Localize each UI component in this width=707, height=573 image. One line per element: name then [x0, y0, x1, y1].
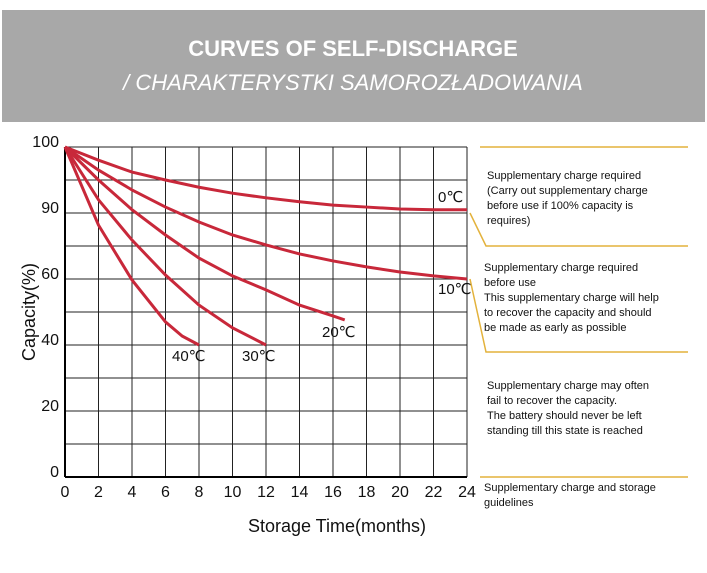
x-tick-label: 20 [391, 484, 409, 501]
curve [64, 145, 467, 212]
x-tick-label: 14 [291, 484, 309, 501]
annotation-line: be made as early as possible [484, 322, 626, 334]
x-tick-label: 16 [324, 484, 342, 501]
annotation-line: standing till this state is reached [487, 425, 643, 437]
curve-label: 30℃ [242, 348, 276, 365]
x-tick-label: 18 [358, 484, 376, 501]
y-tick-label: 20 [41, 398, 59, 415]
chart-subtitle: / CHARAKTERYSTKI SAMOROZŁADOWANIA [121, 70, 583, 95]
annotation-line: Supplementary charge and storage [484, 482, 656, 494]
annotation-line: to recover the capacity and should [484, 307, 652, 319]
y-axis-label: Capacity(%) [19, 263, 39, 361]
annotation-line: before use [484, 277, 536, 289]
annotation-line: Supplementary charge required [484, 262, 638, 274]
x-tick-label: 24 [458, 484, 476, 501]
annotation-line: This supplementary charge will help [484, 292, 659, 304]
curve [63, 146, 267, 347]
curve-label: 40℃ [172, 348, 206, 365]
annotation-line: The battery should never be left [487, 410, 642, 422]
x-tick-label: 4 [128, 484, 137, 501]
x-tick-label: 22 [425, 484, 443, 501]
y-tick-label: 0 [50, 464, 59, 481]
x-tick-label: 10 [224, 484, 242, 501]
x-tick-label: 2 [94, 484, 103, 501]
bracket [469, 278, 688, 353]
x-axis-label: Storage Time(months) [248, 516, 426, 536]
annotation-line: Supplementary charge may often [487, 380, 649, 392]
curve [63, 145, 346, 322]
x-tick-label: 6 [161, 484, 170, 501]
curve-label: 10℃ [438, 281, 472, 298]
y-tick-label: 60 [41, 266, 59, 283]
chart-title: CURVES OF SELF-DISCHARGE [188, 36, 518, 61]
annotation-line: (Carry out supplementary charge [487, 185, 648, 197]
brackets [469, 146, 688, 478]
header-band [2, 10, 705, 122]
curve [63, 146, 200, 347]
annotation-line: Supplementary charge required [487, 170, 641, 182]
x-tick-label: 12 [257, 484, 275, 501]
annotation-line: before use if 100% capacity is [487, 200, 634, 212]
x-tick-label: 0 [61, 484, 70, 501]
x-tick-label: 8 [195, 484, 204, 501]
annotation-line: fail to recover the capacity. [487, 395, 617, 407]
curve-label: 0℃ [438, 189, 463, 206]
y-tick-label: 90 [41, 200, 59, 217]
curve [64, 145, 468, 281]
y-tick-label: 100 [32, 134, 59, 151]
curve-label: 20℃ [322, 324, 356, 341]
annotation-line: requires) [487, 215, 530, 227]
bracket [469, 212, 688, 247]
annotation-line: guidelines [484, 497, 534, 509]
y-tick-label: 40 [41, 332, 59, 349]
